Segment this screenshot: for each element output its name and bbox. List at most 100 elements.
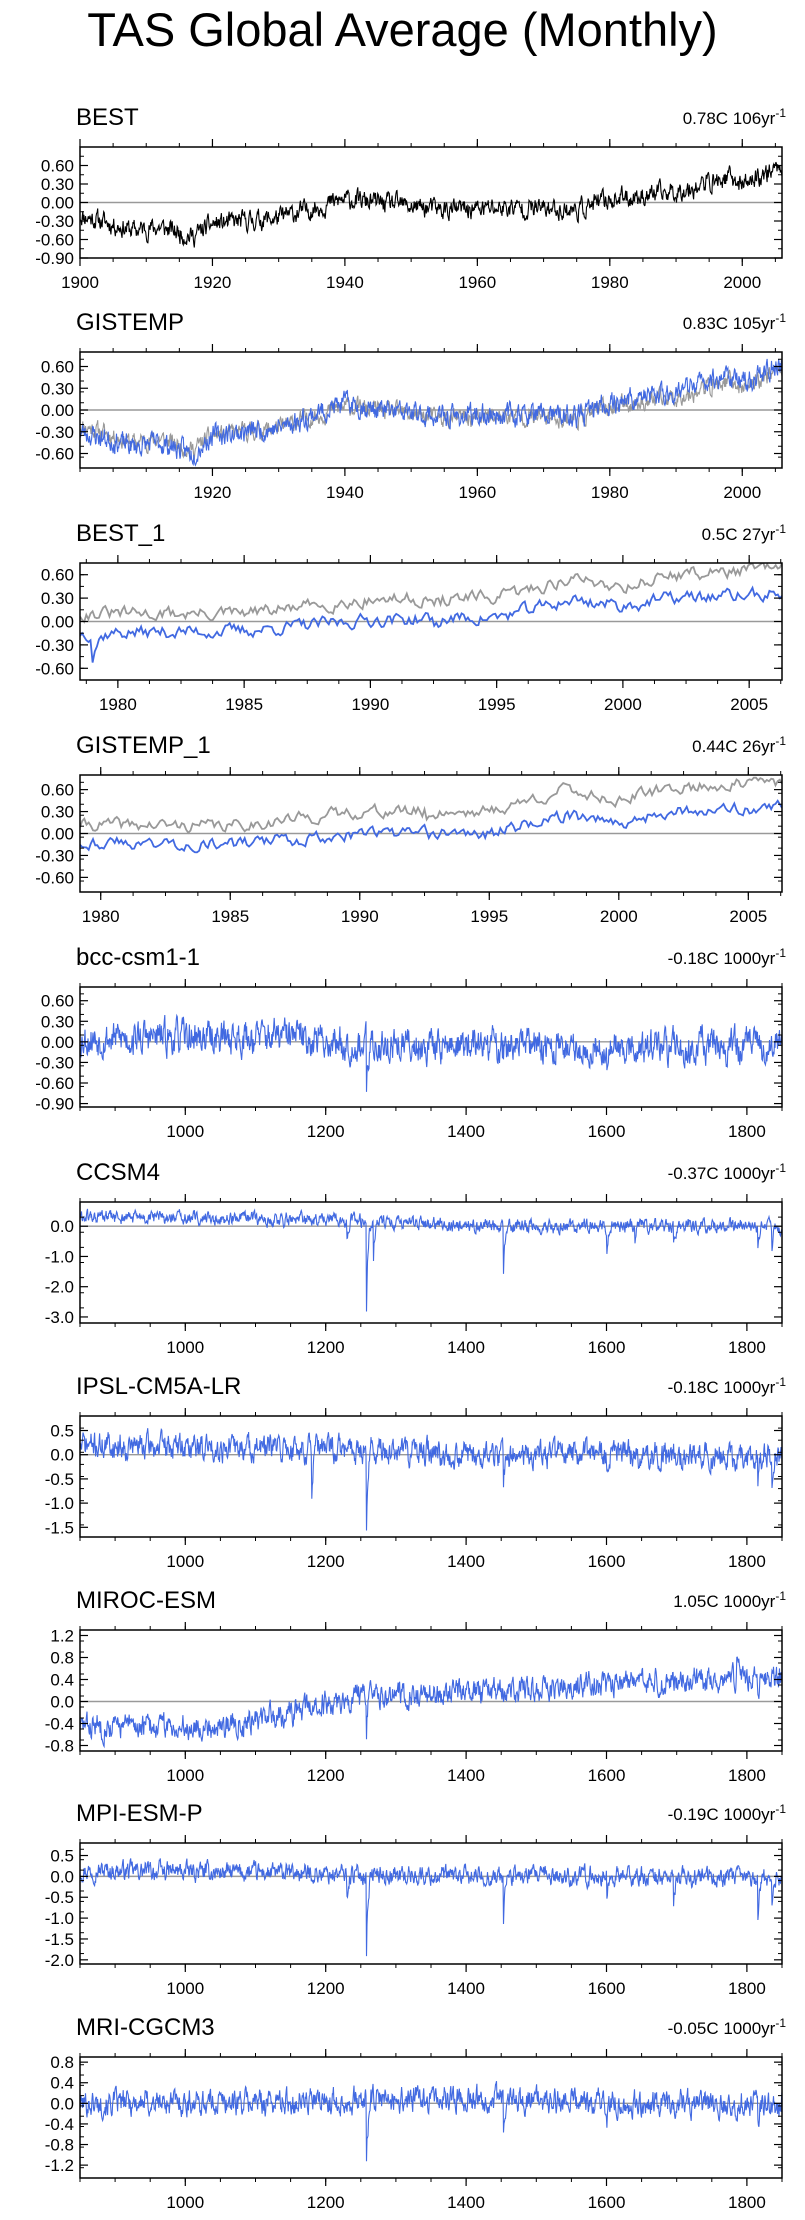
x-tick-label: 1995 <box>478 695 516 714</box>
y-tick-label: 0.00 <box>41 194 74 213</box>
x-tick-label: 1800 <box>728 1552 766 1571</box>
y-tick-label: 0.30 <box>41 175 74 194</box>
y-tick-label: 0.8 <box>50 2053 74 2072</box>
plot-frame <box>79 1842 783 1965</box>
chart-4: bcc-csm1-1 -0.18C 1000yr-10.600.300.00-0.… <box>35 944 786 1141</box>
x-tick-label: 1400 <box>447 1979 485 1998</box>
y-tick-label: -1.5 <box>45 1518 74 1537</box>
panel-title: MRI-CGCM3 <box>76 2014 215 2041</box>
y-tick-label: -0.5 <box>45 1470 74 1489</box>
trend-label: 0.83C 105yr-1 <box>683 311 787 333</box>
y-tick-label: -0.30 <box>35 1053 74 1072</box>
chart-8: MPI-ESM-P -0.19C 1000yr-1 0.50.0 -0.5 -1.0 -1… <box>45 1800 787 1998</box>
y-tick-label: 0.00 <box>41 401 74 420</box>
x-tick-label: 1000 <box>166 1552 204 1571</box>
x-tick-label: 1400 <box>447 1766 485 1785</box>
x-tick-label: 1000 <box>166 1979 204 1998</box>
x-tick-label: 2000 <box>600 907 638 926</box>
series-bcc-csm1-1 <box>80 1013 782 1092</box>
panel-title: IPSL-CM5A-LR <box>76 1373 241 1400</box>
x-tick-label: 1000 <box>166 1766 204 1785</box>
y-tick-label: 0.60 <box>41 566 74 585</box>
y-tick-label: 0.0 <box>50 1867 74 1886</box>
y-tick-label: -0.60 <box>35 868 74 887</box>
y-tick-label: 0.0 <box>50 1693 74 1712</box>
panel-title: BEST_1 <box>76 520 165 547</box>
x-tick-label: 1400 <box>447 1338 485 1357</box>
series-mpi-esm-p <box>80 1858 782 1957</box>
x-tick-label: 2005 <box>729 907 767 926</box>
y-tick-label: 1.2 <box>50 1627 74 1646</box>
x-tick-label: 2000 <box>723 483 761 502</box>
x-tick-label: 2005 <box>730 695 768 714</box>
panel-title: BEST <box>76 104 139 131</box>
chart-1: GISTEMP 0.83C 105yr-1 0.60 0.30 0.00 -0.30 -0.… <box>35 309 786 502</box>
y-tick-label: -0.90 <box>35 1095 74 1114</box>
trend-label: -0.19C 1000yr-1 <box>668 1802 787 1824</box>
y-tick-label: -1.0 <box>45 1247 74 1266</box>
y-tick-label: 0.4 <box>50 1671 74 1690</box>
y-tick-label: 0.60 <box>41 157 74 176</box>
y-tick-label: 0.4 <box>50 2074 74 2093</box>
y-tick-label: -0.8 <box>45 1737 74 1756</box>
y-tick-label: -0.60 <box>35 231 74 250</box>
y-tick-label: -1.2 <box>45 2156 74 2175</box>
y-tick-label: -0.30 <box>35 423 74 442</box>
x-tick-label: 1900 <box>61 273 99 292</box>
series-miroc-esm <box>80 1656 782 1749</box>
y-tick-label: -0.4 <box>45 1715 74 1734</box>
chart-5: CCSM4 -0.37C 1000yr-1 0.0 -1.0 -2.0 -3.0 1000 1… <box>45 1159 787 1357</box>
x-tick-label: 1200 <box>307 1979 345 1998</box>
y-tick-label: -0.90 <box>35 249 74 268</box>
y-tick-label: -1.5 <box>45 1930 74 1949</box>
y-tick-label: 0.30 <box>41 803 74 822</box>
panel-title: MIROC-ESM <box>76 1587 216 1614</box>
x-tick-label: 1400 <box>447 1552 485 1571</box>
y-tick-label: -0.30 <box>35 846 74 865</box>
panel-title: MPI-ESM-P <box>76 1800 203 1827</box>
x-tick-label: 1980 <box>591 483 629 502</box>
trend-label: -0.18C 1000yr-1 <box>668 946 787 968</box>
x-tick-label: 1600 <box>588 1552 626 1571</box>
y-tick-label: 0.30 <box>41 379 74 398</box>
chart-7: MIROC-ESM 1.05C 1000yr-1 1.2 0.8 0.4 0.0 -0.4 -… <box>45 1587 787 1785</box>
plot-frame <box>79 986 783 1108</box>
y-tick-label: 0.00 <box>41 613 74 632</box>
x-tick-label: 1800 <box>728 1338 766 1357</box>
main-title: TAS Global Average (Monthly) <box>87 3 718 56</box>
x-tick-label: 1990 <box>341 907 379 926</box>
y-tick-label: 0.00 <box>41 825 74 844</box>
x-tick-label: 1985 <box>225 695 263 714</box>
series-ipsl-cm5a-lr <box>80 1427 782 1531</box>
x-tick-label: 1800 <box>728 1766 766 1785</box>
trend-label: -0.05C 1000yr-1 <box>668 2016 787 2038</box>
y-tick-label: 0.0 <box>50 1217 74 1236</box>
trend-label: -0.18C 1000yr-1 <box>668 1375 787 1397</box>
chart-0: BEST 0.78C 106yr-1 0.600.300.00-0.30-0.60-… <box>35 104 786 292</box>
x-tick-label: 1200 <box>307 1122 345 1141</box>
chart-3: GISTEMP_1 0.44C 26yr-1 0.60 0.30 0.00 -0.30 -0… <box>35 732 786 926</box>
trend-label: -0.37C 1000yr-1 <box>668 1161 787 1183</box>
plot-frame <box>79 2056 783 2179</box>
y-tick-label: 0.5 <box>50 1422 74 1441</box>
panel-title: bcc-csm1-1 <box>76 944 200 971</box>
plot-frame <box>79 1415 783 1538</box>
y-tick-label: -0.60 <box>35 659 74 678</box>
series-reference <box>80 776 782 835</box>
y-tick-label: -1.0 <box>45 1494 74 1513</box>
x-tick-label: 2000 <box>604 695 642 714</box>
x-tick-label: 1940 <box>326 273 364 292</box>
y-tick-label: -1.0 <box>45 1909 74 1928</box>
x-tick-label: 1000 <box>166 1122 204 1141</box>
series-ccsm4 <box>80 1208 782 1312</box>
trend-label: 1.05C 1000yr-1 <box>673 1589 786 1611</box>
chart-2: BEST_1 0.5C 27yr-1 0.60 0.30 0.00 -0.30 -0.60 1… <box>35 520 786 714</box>
x-tick-label: 1800 <box>728 1979 766 1998</box>
series-reference <box>80 563 782 624</box>
x-tick-label: 1600 <box>588 2193 626 2212</box>
x-tick-label: 1000 <box>166 2193 204 2212</box>
y-tick-label: 0.60 <box>41 992 74 1011</box>
x-tick-label: 1920 <box>194 483 232 502</box>
x-tick-label: 1995 <box>470 907 508 926</box>
x-tick-label: 1000 <box>166 1338 204 1357</box>
